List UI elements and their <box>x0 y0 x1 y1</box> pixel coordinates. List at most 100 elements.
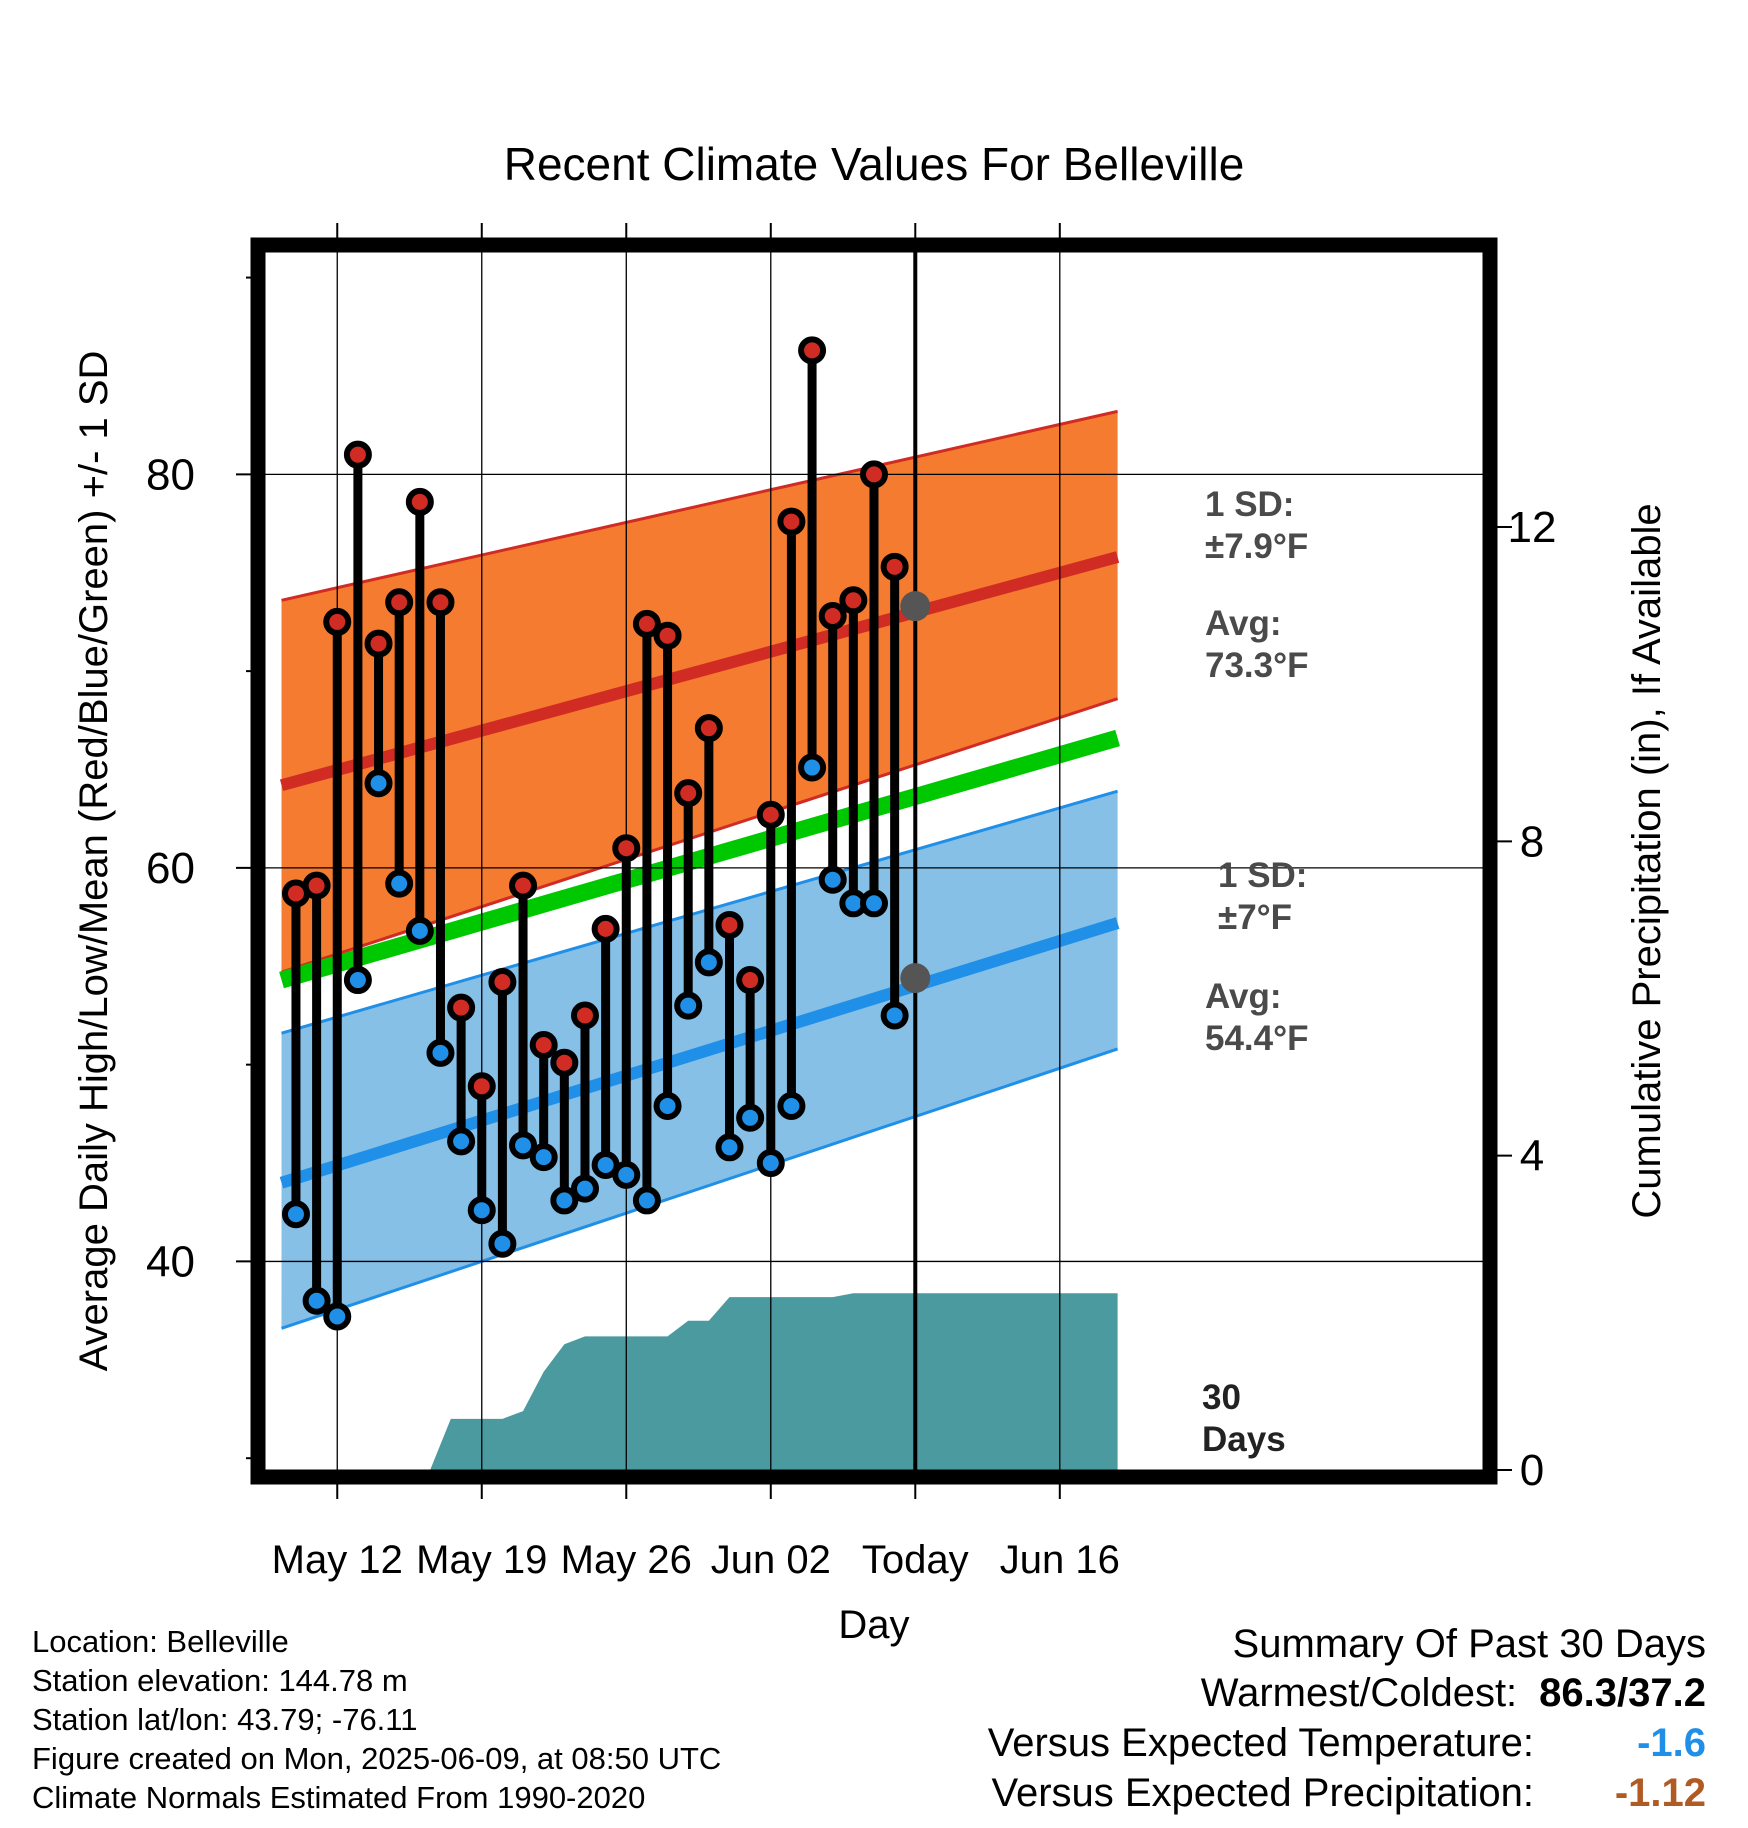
y2-tick-label: 0 <box>1520 1446 1544 1495</box>
low-avg-value: 54.4°F <box>1205 1019 1309 1058</box>
station-info: Location: Belleville Station elevation: … <box>32 1622 721 1817</box>
observed-low-point <box>736 1103 765 1132</box>
warmest-label: Warmest/Coldest: <box>1200 1671 1518 1715</box>
precip-area <box>430 1293 1118 1470</box>
high-avg-value: 73.3°F <box>1205 646 1309 685</box>
observed-high-point <box>343 440 372 469</box>
observed-high-point <box>715 910 744 939</box>
x-tick-label: Jun 16 <box>1000 1538 1120 1582</box>
info-created: Figure created on Mon, 2025-06-09, at 08… <box>32 1741 722 1776</box>
plot-frame <box>250 237 1498 1485</box>
observed-low-point <box>653 1091 682 1120</box>
observed-low-point <box>447 1127 476 1156</box>
normal-high-band <box>281 411 1118 973</box>
observed-low-point <box>281 1200 310 1229</box>
info-normals: Climate Normals Estimated From 1990-2020 <box>32 1780 646 1815</box>
warmest-value: 86.3/37.2 <box>1539 1671 1706 1715</box>
temp-departure-label: Versus Expected Temperature: <box>987 1721 1534 1765</box>
low-sd-value: ±7°F <box>1218 898 1292 937</box>
low-avg-label: Avg: <box>1205 977 1281 1016</box>
observed-high-point <box>405 487 434 516</box>
observed-low-point <box>364 769 393 798</box>
observed-high-point <box>736 966 765 995</box>
y2-tick-label: 8 <box>1520 817 1544 866</box>
observed-high-point <box>447 993 476 1022</box>
normal-low-band <box>281 791 1118 1329</box>
observed-high-point <box>570 1001 599 1030</box>
info-location: Location: Belleville <box>32 1624 289 1659</box>
y-tick-label: 60 <box>146 844 195 893</box>
normal-low-avg-line <box>279 917 1120 1189</box>
summary-panel: Summary Of Past 30 Days Warmest/Coldest:… <box>988 1620 1706 1818</box>
observed-high-point <box>426 588 455 617</box>
observed-high-point <box>674 779 703 808</box>
observed-low-point <box>860 889 888 918</box>
normal-low-upper-edge <box>281 789 1119 1035</box>
observed-high-point <box>612 834 641 863</box>
low-sd-label: 1 SD: <box>1218 856 1307 895</box>
observed-low-point <box>818 865 847 894</box>
summary-temp-row: Versus Expected Temperature: -1.6 <box>988 1718 1706 1768</box>
precip-departure-label: Versus Expected Precipitation: <box>991 1771 1534 1815</box>
observed-low-point <box>694 948 723 977</box>
observed-low-point <box>467 1196 496 1225</box>
today-low-avg-marker <box>900 963 931 994</box>
observed-high-point <box>385 588 414 617</box>
observed-low-point <box>323 1302 352 1331</box>
normal-low-lower-edge <box>281 1047 1119 1330</box>
summary-precip-row: Versus Expected Precipitation: -1.12 <box>988 1768 1706 1818</box>
observed-high-point <box>818 602 847 631</box>
observed-high-point <box>756 800 785 829</box>
observed-low-point <box>570 1174 599 1203</box>
observed-high-point <box>591 914 620 943</box>
days-word-label: Days <box>1202 1420 1286 1459</box>
x-tick-label: May 12 <box>272 1538 403 1582</box>
observed-high-point <box>488 968 517 997</box>
observed-low-point <box>488 1229 517 1258</box>
observed-high-point <box>632 609 661 638</box>
observed-low-point <box>302 1286 331 1315</box>
observed-high-point <box>777 507 806 536</box>
y2-tick-label: 12 <box>1508 503 1557 552</box>
observed-low-point <box>777 1091 806 1120</box>
observed-high-point <box>364 629 393 658</box>
observed-high-point <box>694 714 723 743</box>
observed-low-point <box>715 1133 744 1162</box>
temp-departure-value: -1.6 <box>1637 1721 1706 1765</box>
summary-title: Summary Of Past 30 Days <box>1232 1622 1706 1666</box>
observed-high-point <box>798 336 827 365</box>
y-axis-label: Average Daily High/Low/Mean (Red/Blue/Gr… <box>72 351 116 1372</box>
chart-title: Recent Climate Values For Belleville <box>504 138 1245 190</box>
observed-low-point <box>405 916 434 945</box>
observed-low-point <box>612 1160 641 1189</box>
y2-tick-label: 4 <box>1520 1132 1544 1181</box>
summary-warmest-row: Warmest/Coldest: 86.3/37.2 <box>988 1668 1706 1718</box>
x-tick-label: May 26 <box>561 1538 692 1582</box>
precip-departure-value: -1.12 <box>1614 1771 1706 1815</box>
days-number-label: 30 <box>1202 1378 1241 1417</box>
observed-high-point <box>860 460 888 489</box>
y-tick-label: 40 <box>146 1237 195 1286</box>
info-latlon: Station lat/lon: 43.79; -76.11 <box>32 1702 418 1737</box>
observed-high-point <box>653 621 682 650</box>
observed-high-point <box>839 586 868 615</box>
observed-low-point <box>343 966 372 995</box>
observed-low-point <box>798 753 827 782</box>
high-sd-label: 1 SD: <box>1205 485 1294 524</box>
observed-high-point <box>509 871 538 900</box>
info-elevation: Station elevation: 144.78 m <box>32 1663 408 1698</box>
observed-low-point <box>880 1001 909 1030</box>
observed-low-point <box>426 1038 455 1067</box>
y-tick-label: 80 <box>146 450 195 499</box>
observed-high-point <box>550 1048 579 1077</box>
observed-high-point <box>529 1030 558 1059</box>
x-tick-label: May 19 <box>416 1538 547 1582</box>
today-high-avg-marker <box>900 591 931 622</box>
observed-low-point <box>550 1186 579 1215</box>
x-axis-label: Day <box>838 1603 909 1647</box>
high-sd-value: ±7.9°F <box>1205 527 1308 566</box>
observed-high-point <box>467 1072 496 1101</box>
observed-low-point <box>674 991 703 1020</box>
observed-low-point <box>385 869 414 898</box>
